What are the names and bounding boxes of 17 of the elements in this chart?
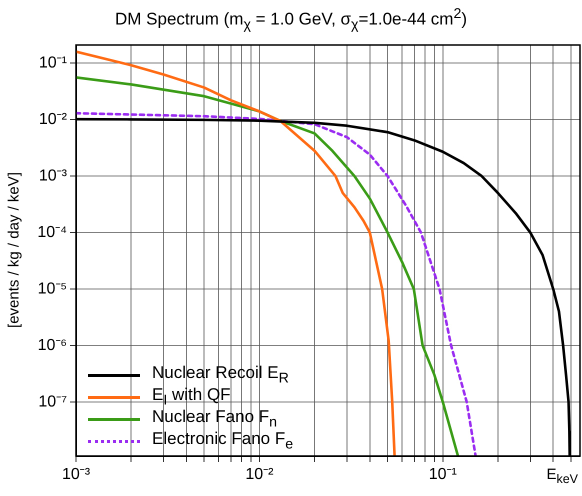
chart-title: DM Spectrum (m$_{χ}$ = 1.0 GeV, σ$_{χ}$=1.0e-44 cm$^{2}$) [114,6,468,34]
y-tick-label: 10⁻³ [38,167,68,184]
x-tick-label: 10⁻¹ [428,466,457,484]
y-tick-label: 10⁻⁶ [38,336,67,354]
x-tick-label: 10⁻² [245,466,274,484]
legend-label: Nuclear Recoil E$_{R}$ [152,363,289,387]
legend-label: Electronic Fano F$_{e}$ [152,429,294,453]
y-tick-label: 10⁻⁵ [38,280,67,298]
y-tick-label: 10⁻⁴ [37,224,68,241]
y-tick-label: 10⁻² [38,111,68,128]
legend-label: E$_{I}$ with QF [152,385,231,409]
legend-label: Nuclear Fano F$_{n}$ [152,407,278,431]
y-tick-label: 10⁻¹ [38,54,67,72]
y-axis-title: [events / kg / day / keV] [6,172,22,328]
x-axis-title: E$_{keV}$ [546,466,578,486]
x-tick-label: 10⁻³ [62,466,91,484]
y-tick-label: 10⁻⁷ [38,393,68,410]
